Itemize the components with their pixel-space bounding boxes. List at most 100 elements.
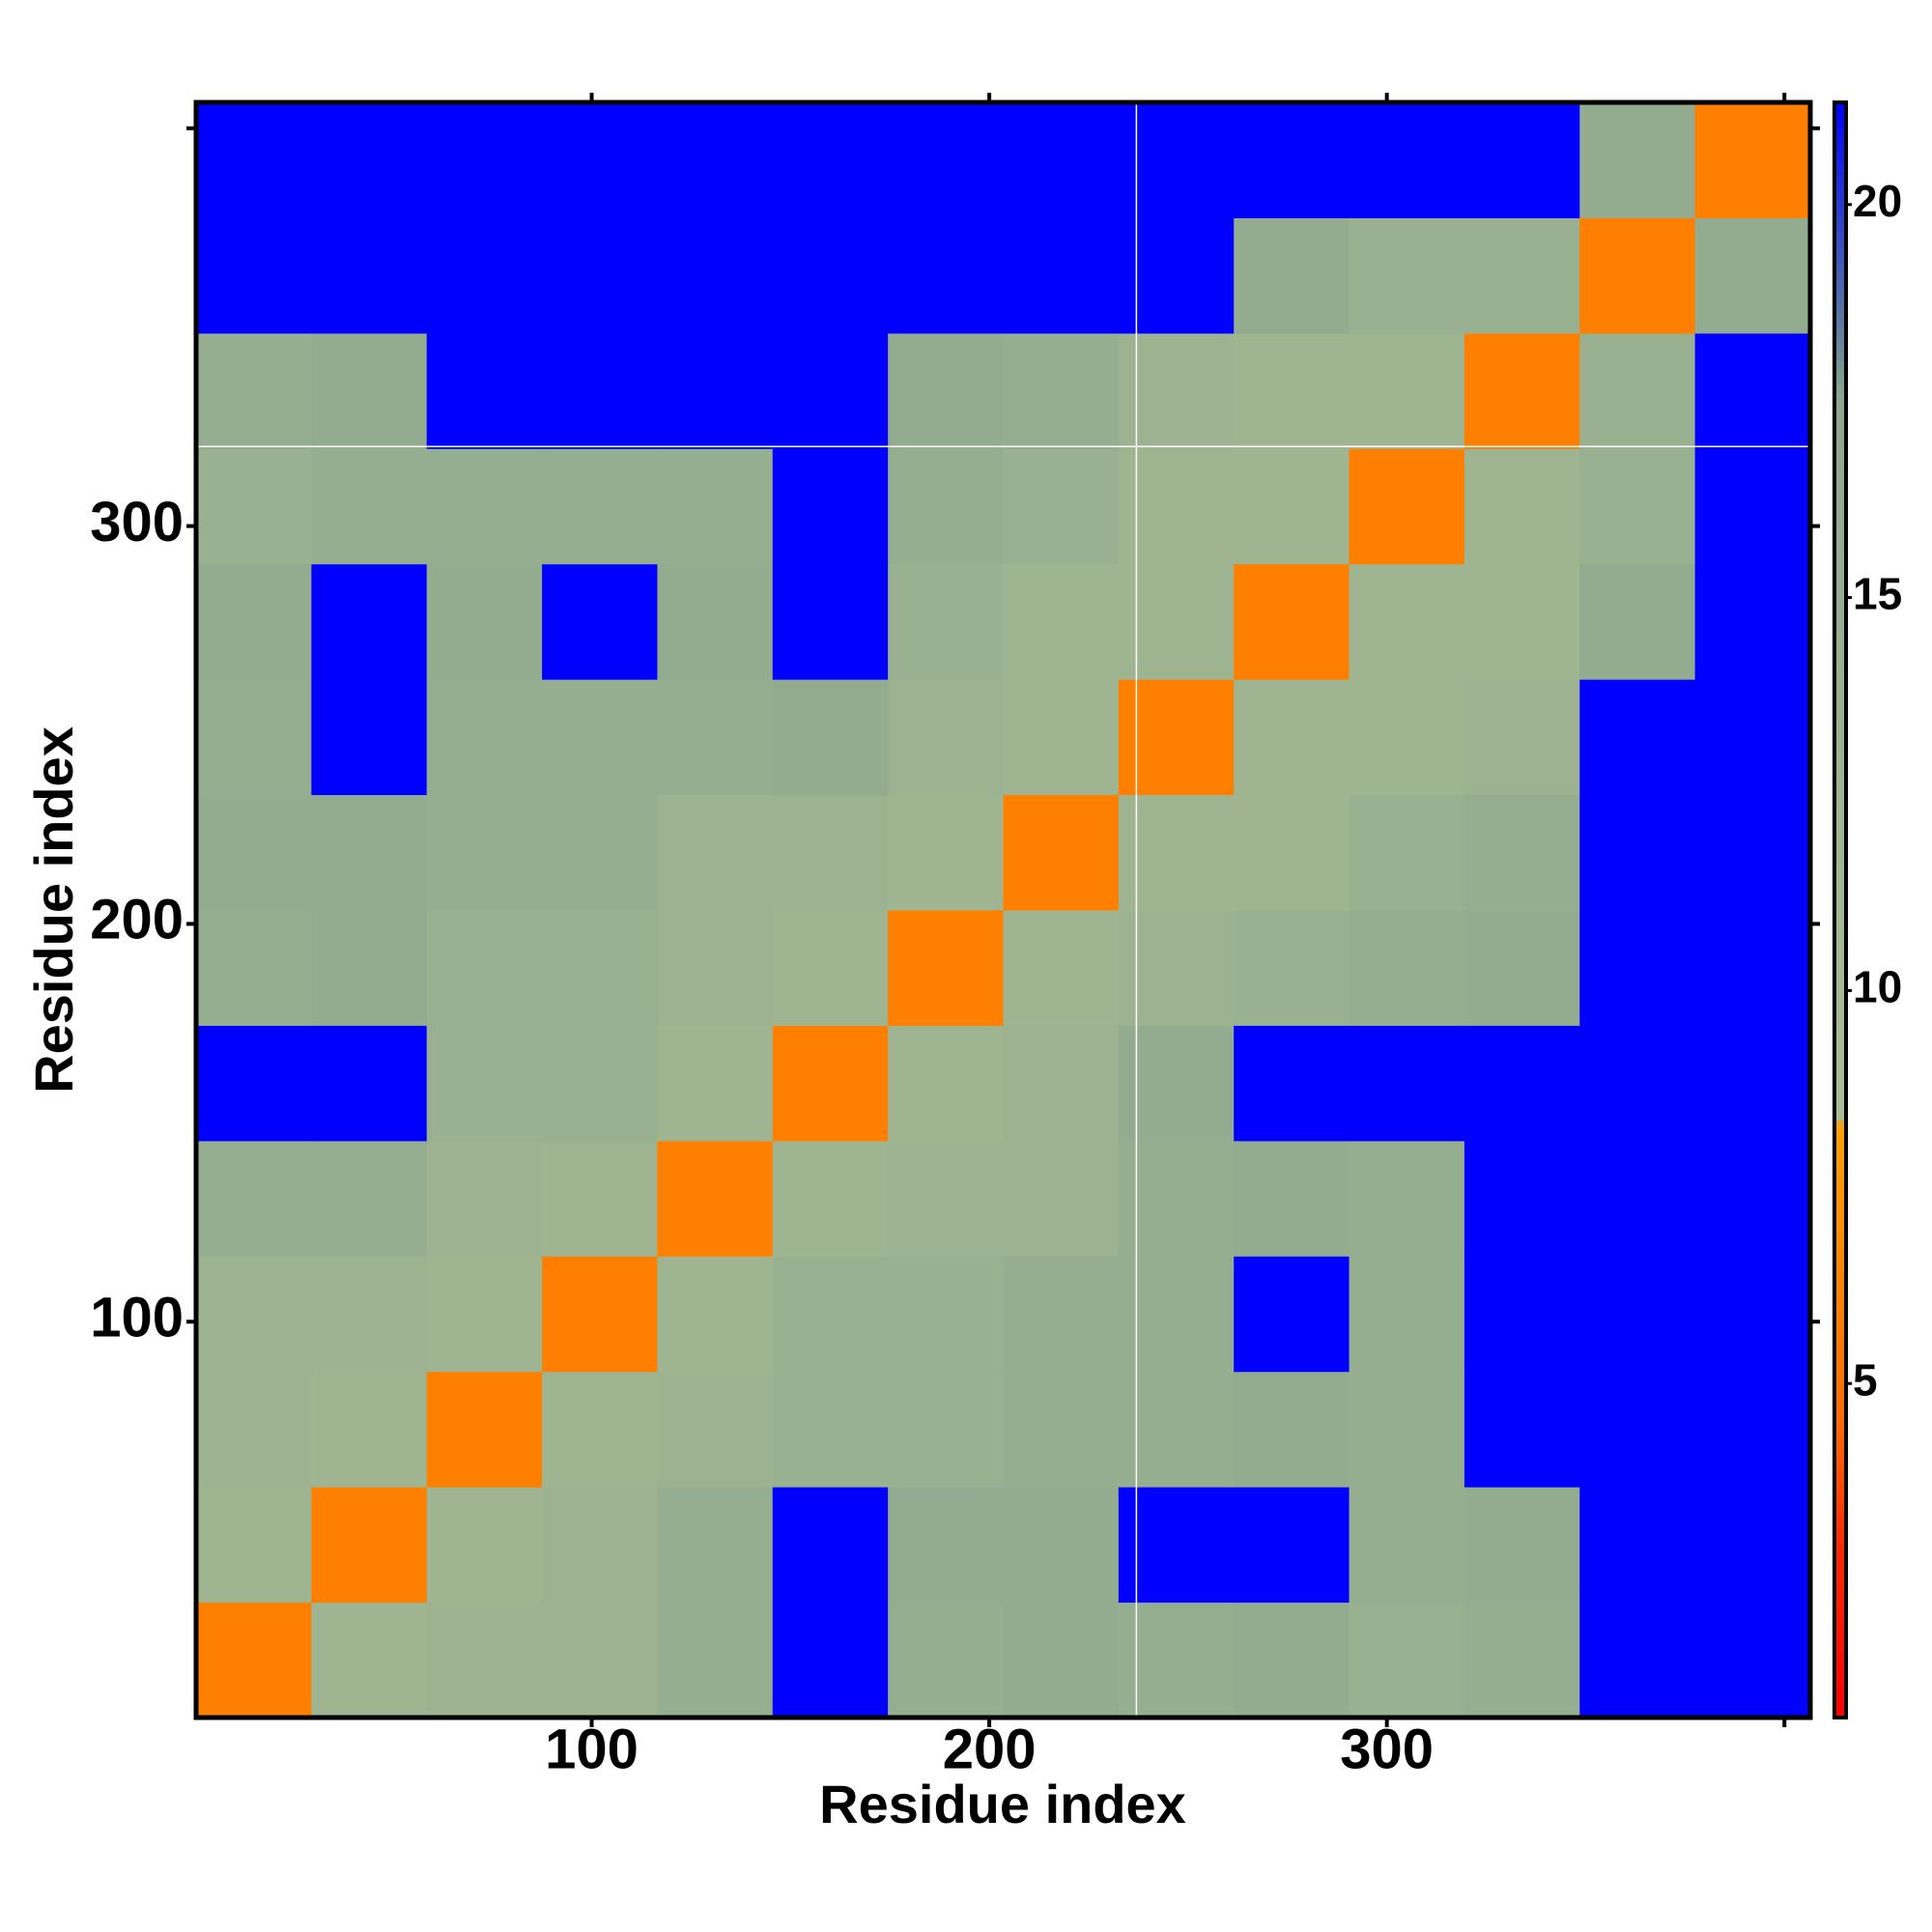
colorbar-segment xyxy=(1834,1386,1846,1396)
colorbar-segment xyxy=(1834,1240,1846,1250)
heat-cell xyxy=(542,563,658,680)
heat-cell xyxy=(1694,1140,1811,1257)
colorbar-segment xyxy=(1834,190,1846,200)
colorbar-segment xyxy=(1834,1095,1846,1105)
colorbar-segment xyxy=(1834,255,1846,265)
plot-frame xyxy=(193,99,1813,1720)
heat-cell xyxy=(772,794,889,911)
colorbar-segment xyxy=(1834,118,1846,128)
colorbar-segment xyxy=(1834,1071,1846,1081)
heat-cell xyxy=(542,1140,658,1257)
colorbar-segment xyxy=(1834,805,1846,814)
colorbar-segment xyxy=(1834,901,1846,911)
colorbar-tick-label: 10 xyxy=(1853,962,1902,1012)
colorbar-segment xyxy=(1834,796,1846,806)
colorbar-segment xyxy=(1834,1418,1846,1428)
heat-cell xyxy=(196,1602,312,1719)
y-tick-label: 100 xyxy=(90,1287,184,1350)
heat-cell xyxy=(1118,1487,1235,1604)
heat-cell xyxy=(1463,794,1580,911)
heat-cell xyxy=(1003,332,1120,449)
heat-cell xyxy=(772,1487,889,1604)
colorbar-segment xyxy=(1834,1257,1846,1266)
colorbar-segment xyxy=(1834,1321,1846,1331)
colorbar-tick-label: 20 xyxy=(1853,176,1902,226)
heat-cell xyxy=(1694,1602,1811,1719)
colorbar-segment xyxy=(1834,1499,1846,1509)
heat-cell xyxy=(1694,332,1811,449)
colorbar-segment xyxy=(1834,651,1846,661)
colorbar-segment xyxy=(1834,619,1846,628)
colorbar-segment xyxy=(1834,837,1846,846)
colorbar-segment xyxy=(1834,1007,1846,1016)
heat-cell xyxy=(426,1371,543,1488)
heat-cell xyxy=(311,102,428,218)
colorbar-segment xyxy=(1834,925,1846,935)
heat-cell xyxy=(196,332,312,449)
heat-cell xyxy=(1234,1256,1350,1373)
colorbar-segment xyxy=(1834,885,1846,895)
heat-cell xyxy=(657,1025,774,1142)
heat-cell xyxy=(542,910,658,1026)
colorbar-segment xyxy=(1834,1668,1846,1678)
colorbar-segment xyxy=(1834,288,1846,298)
heat-cell xyxy=(1003,217,1120,334)
colorbar-segment xyxy=(1834,877,1846,887)
colorbar-segment xyxy=(1834,466,1846,475)
colorbar-segment xyxy=(1834,207,1846,216)
heat-cell xyxy=(1579,1602,1696,1719)
colorbar-segment xyxy=(1834,579,1846,588)
heat-cell xyxy=(888,1256,1004,1373)
heat-cell xyxy=(657,448,774,565)
heat-cell xyxy=(1349,1602,1465,1719)
colorbar-segment xyxy=(1834,102,1846,111)
heat-cell xyxy=(888,794,1004,911)
heat-cell xyxy=(1694,217,1811,334)
heat-cell xyxy=(1349,448,1465,565)
colorbar-segment xyxy=(1834,1548,1846,1557)
colorbar-segment xyxy=(1834,1120,1846,1129)
colorbar-segment xyxy=(1834,441,1846,451)
heat-cell xyxy=(1579,217,1696,334)
heat-cell xyxy=(1463,563,1580,680)
heat-cell xyxy=(542,1025,658,1142)
colorbar-segment xyxy=(1834,1314,1846,1322)
heat-cell xyxy=(1463,102,1580,218)
colorbar-segment xyxy=(1834,554,1846,564)
heat-cell xyxy=(772,1602,889,1719)
y-tick-label: 200 xyxy=(90,889,184,952)
colorbar-segment xyxy=(1834,312,1846,322)
heat-cell xyxy=(657,102,774,218)
heat-cell xyxy=(1234,1140,1350,1257)
heat-cell xyxy=(426,794,543,911)
heat-cell xyxy=(1694,102,1811,218)
colorbar-segment xyxy=(1834,1692,1846,1702)
colorbar-segment xyxy=(1834,1701,1846,1711)
colorbar-segment xyxy=(1834,1475,1846,1485)
heat-cell xyxy=(1694,794,1811,911)
colorbar-segment xyxy=(1834,264,1846,273)
colorbar-segment xyxy=(1834,134,1846,144)
colorbar-segment xyxy=(1834,1087,1846,1096)
heat-cell xyxy=(1579,1487,1696,1604)
colorbar-segment xyxy=(1834,271,1846,281)
heat-cell xyxy=(772,1256,889,1373)
heat-cell xyxy=(772,563,889,680)
heat-cell xyxy=(426,332,543,449)
colorbar-segment xyxy=(1834,764,1846,774)
heat-cell xyxy=(888,217,1004,334)
heat-cell xyxy=(311,1256,428,1373)
heat-cell xyxy=(1234,1487,1350,1604)
heat-cell xyxy=(542,1256,658,1373)
heat-cell xyxy=(542,1371,658,1488)
colorbar-segment xyxy=(1834,1329,1846,1339)
heat-cell xyxy=(542,332,658,449)
heat-cell xyxy=(1579,794,1696,911)
heat-cell xyxy=(1579,910,1696,1026)
heat-cell xyxy=(426,448,543,565)
colorbar-segment xyxy=(1834,1249,1846,1259)
colorbar-segment xyxy=(1834,1516,1846,1524)
heat-cell xyxy=(196,448,312,565)
heat-cell xyxy=(1003,563,1120,680)
